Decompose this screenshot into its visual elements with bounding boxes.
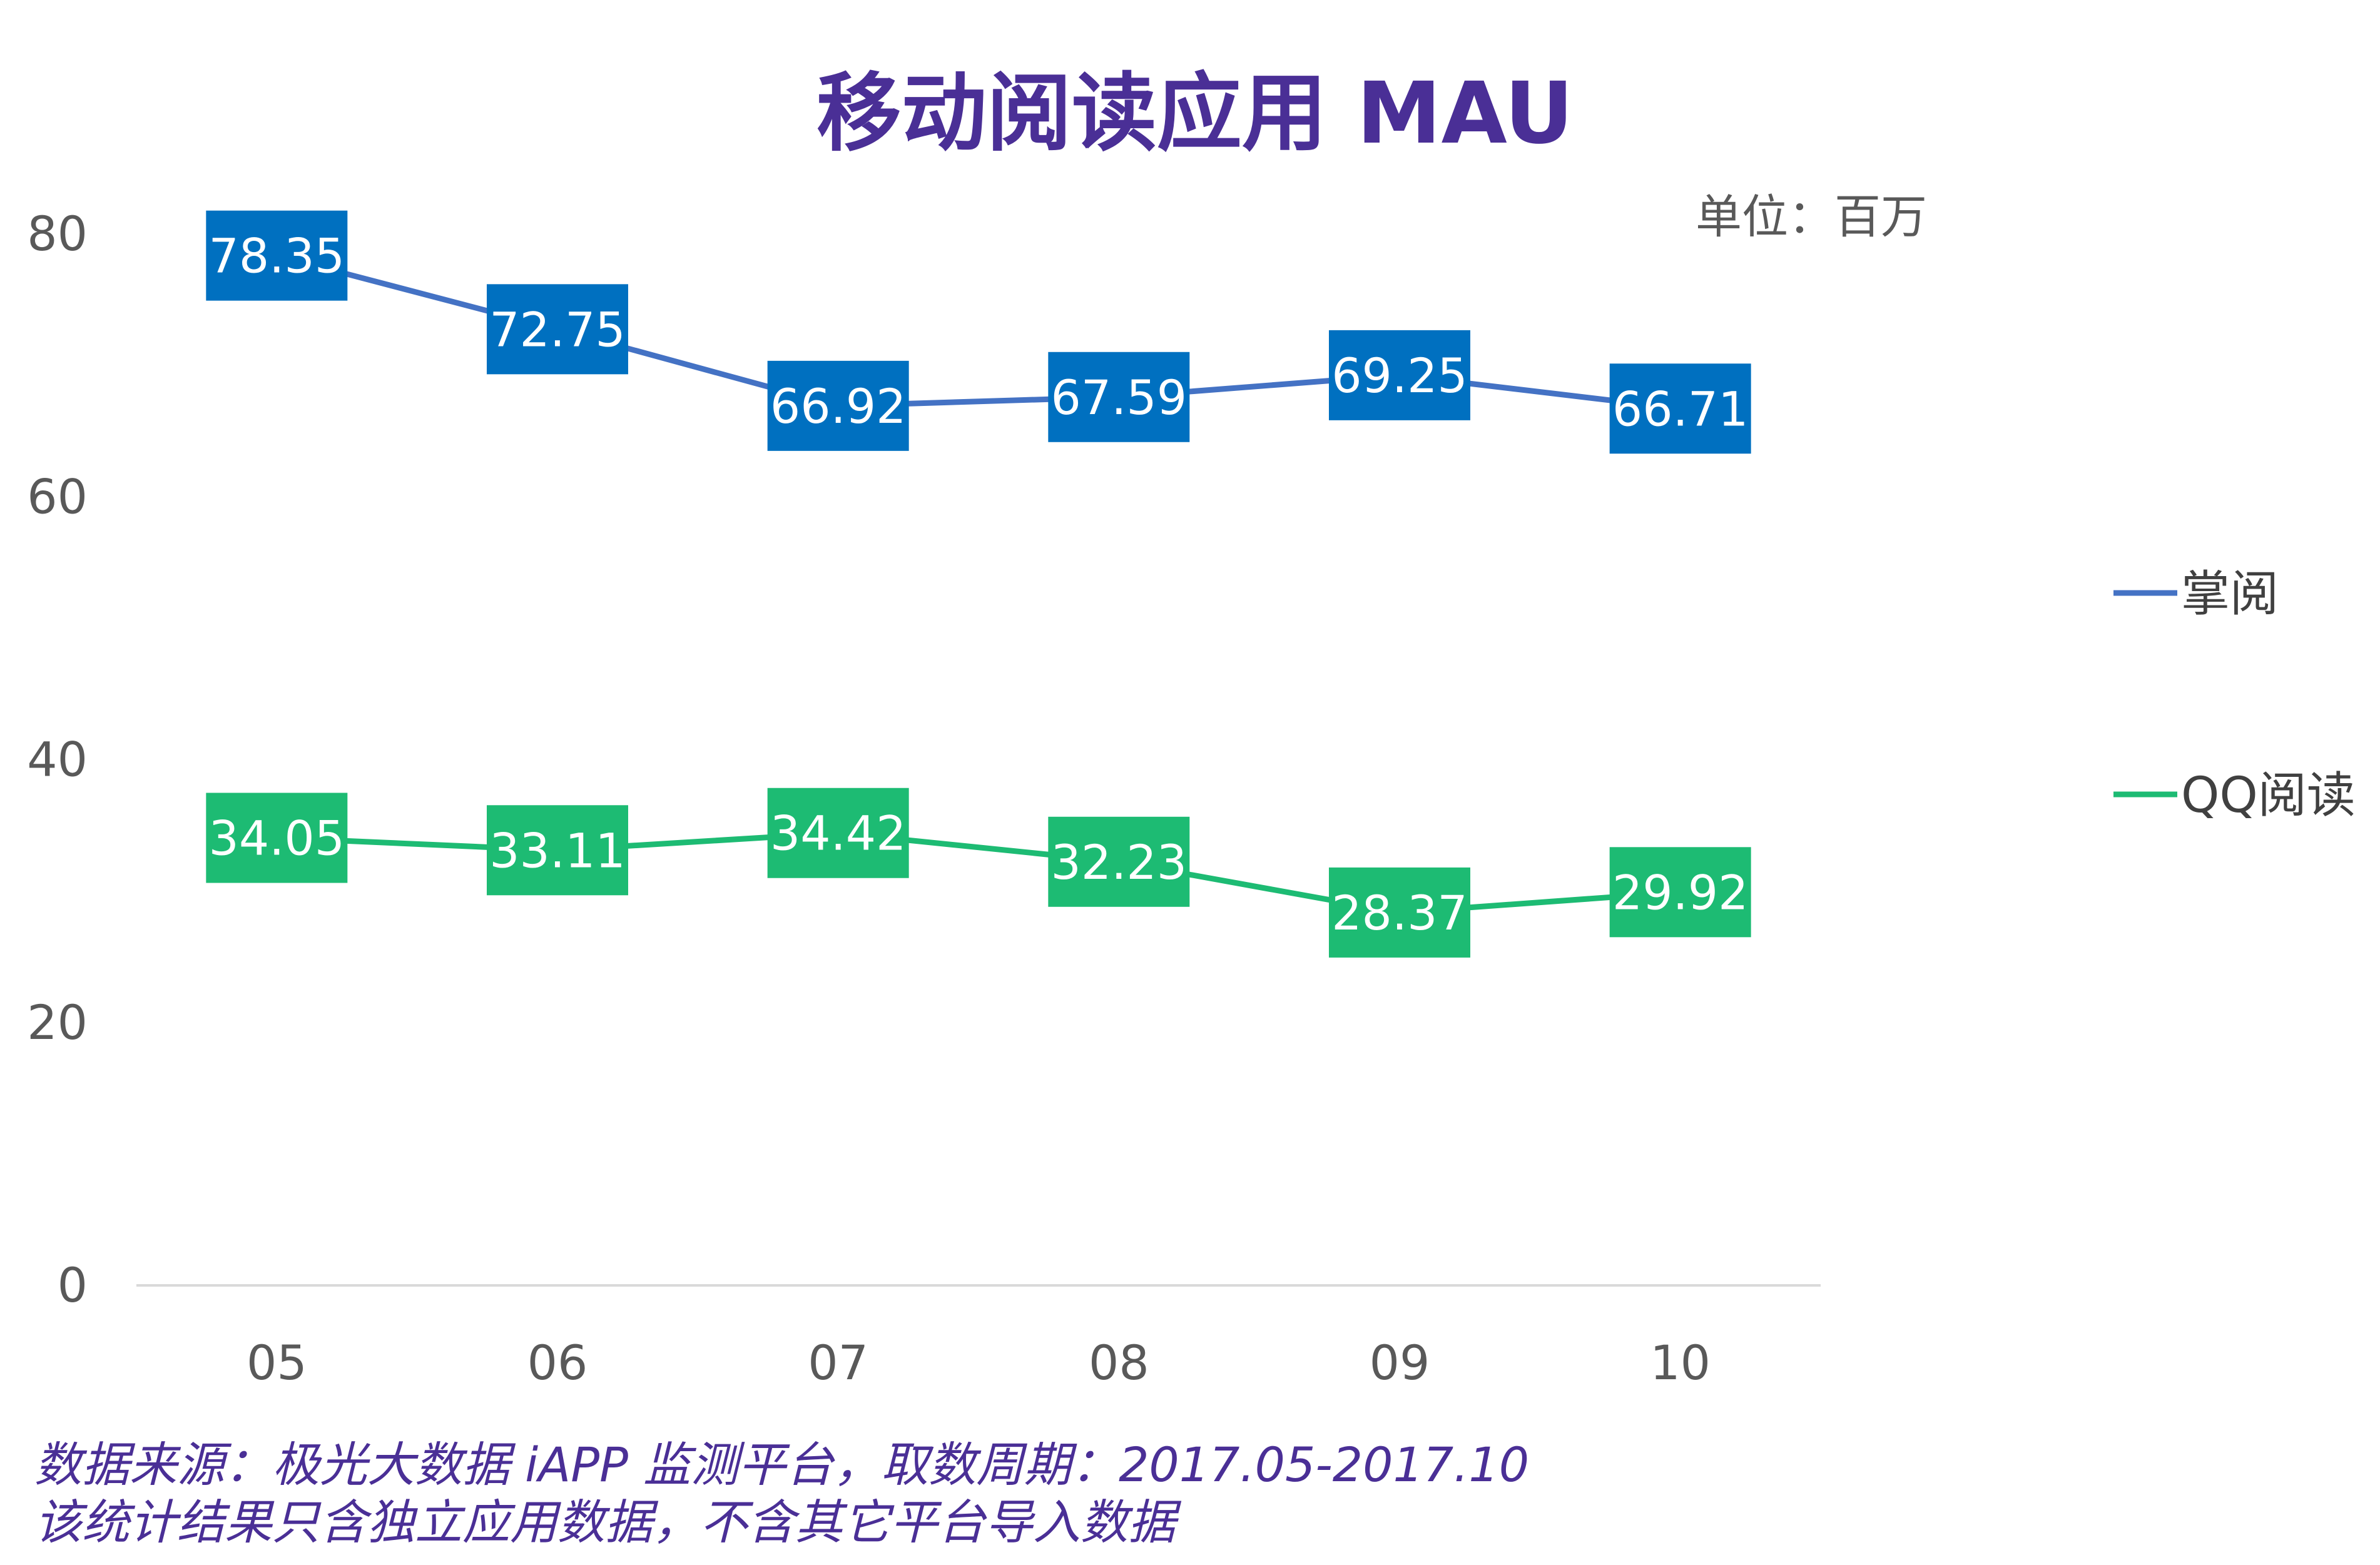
x-tick-label: 06 (527, 1335, 588, 1390)
x-tick-label: 09 (1370, 1335, 1430, 1390)
data-point-box (1329, 867, 1470, 958)
data-point-box (487, 805, 628, 896)
data-label: 34.42 (770, 806, 907, 861)
data-label: 69.25 (1331, 348, 1468, 403)
data-label: 78.35 (209, 228, 345, 284)
data-label: 66.92 (770, 378, 907, 434)
data-label: 66.71 (1612, 381, 1749, 437)
y-tick-label: 20 (27, 995, 88, 1050)
legend-label: 掌阅 (2181, 566, 2279, 622)
data-label: 28.37 (1331, 885, 1468, 941)
y-tick-label: 40 (27, 732, 88, 788)
data-point-box (1329, 330, 1470, 420)
x-tick-label: 10 (1650, 1335, 1711, 1390)
data-label: 33.11 (489, 823, 626, 878)
data-point-box (767, 360, 909, 451)
data-point-box (206, 210, 348, 301)
legend: 掌阅 QQ阅读 (2113, 566, 2356, 824)
data-label: 29.92 (1612, 864, 1749, 920)
chart-title: 移动阅读应用 MAU (816, 64, 1574, 163)
data-point-box (1609, 847, 1751, 938)
legend-label: QQ阅读 (2181, 767, 2356, 824)
data-label: 32.23 (1051, 834, 1187, 890)
footnote-scope: 该统计结果只含独立应用数据，不含其它平台导入数据 (34, 1494, 1182, 1550)
data-point-box (206, 793, 348, 883)
data-label: 34.05 (209, 811, 345, 866)
x-axis-ticks: 05 06 07 08 09 10 (247, 1335, 1711, 1390)
data-label: 67.59 (1051, 370, 1187, 425)
data-point-box (1048, 816, 1190, 907)
x-tick-label: 05 (247, 1335, 307, 1390)
y-axis-ticks: 0 20 40 60 80 (27, 206, 88, 1313)
series-layer: 78.35 72.75 66.92 67.59 69.25 66.71 34.05 33.11… (206, 210, 1751, 958)
y-tick-label: 80 (27, 206, 88, 261)
unit-label: 单位：百万 (1696, 190, 1927, 244)
data-point-box (1609, 363, 1751, 454)
data-point-box (767, 788, 909, 878)
y-tick-label: 60 (27, 468, 88, 524)
data-point-box (487, 284, 628, 375)
x-tick-label: 08 (1089, 1335, 1149, 1390)
data-label: 72.75 (489, 301, 626, 357)
x-tick-label: 07 (808, 1335, 868, 1390)
y-tick-label: 0 (58, 1257, 88, 1313)
footnote-source: 数据来源：极光大数据 iAPP 监测平台，取数周期：2017.05-2017.1… (34, 1437, 1529, 1492)
data-point-box (1048, 352, 1190, 442)
